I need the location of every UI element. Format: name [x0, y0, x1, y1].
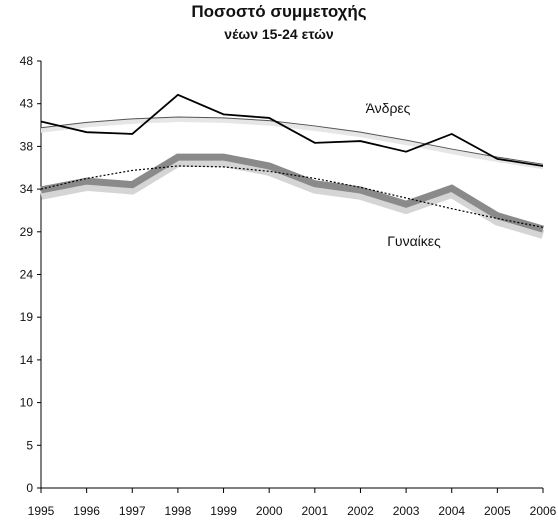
x-tick-label: 1999	[210, 504, 237, 518]
x-tick-label: 2005	[484, 504, 511, 518]
y-tick-label: 0	[26, 481, 33, 495]
y-tick-label: 34	[20, 182, 34, 196]
x-tick-label: 2003	[393, 504, 420, 518]
y-tick-label: 43	[20, 97, 34, 111]
x-tick-label: 2000	[256, 504, 283, 518]
men-trend-line	[40, 116, 544, 165]
y-tick-label: 14	[20, 353, 34, 367]
x-tick-label: 1997	[119, 504, 146, 518]
x-tick-label: 1996	[73, 504, 100, 518]
series-label-women: Γυναίκες	[387, 233, 441, 249]
y-tick-label: 19	[20, 310, 34, 324]
y-tick-label: 29	[20, 225, 34, 239]
x-tick-label: 2002	[347, 504, 374, 518]
y-tick-label: 48	[20, 54, 34, 68]
x-tick-label: 1998	[165, 504, 192, 518]
y-tick-label: 10	[20, 396, 34, 410]
x-tick-label: 2006	[530, 504, 557, 518]
women-trend-line	[40, 165, 544, 228]
x-tick-label: 2001	[301, 504, 328, 518]
series-label-men: Άνδρες	[366, 100, 411, 116]
x-tick-label: 1995	[28, 504, 55, 518]
chart-subtitle: νέων 15-24 ετών	[224, 26, 334, 42]
y-tick-label: 38	[20, 139, 34, 153]
men-series-line	[40, 93, 544, 167]
x-tick-label: 2004	[438, 504, 465, 518]
chart-title: Ποσοστό συμμετοχής	[191, 2, 367, 21]
y-tick-label: 24	[20, 268, 34, 282]
y-tick-label: 5	[26, 438, 33, 452]
women-series-shadow	[40, 157, 545, 239]
